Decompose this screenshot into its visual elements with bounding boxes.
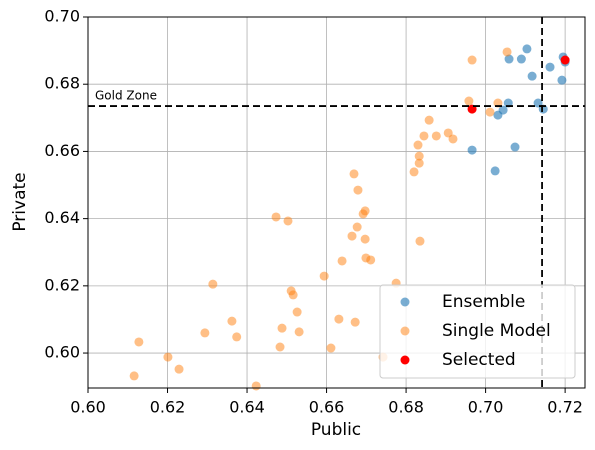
point: [493, 110, 503, 120]
point: [200, 328, 210, 338]
point: [467, 145, 477, 155]
point: [337, 256, 347, 266]
y-tick-label: 0.60: [44, 343, 80, 362]
point: [350, 317, 360, 327]
point: [288, 290, 298, 300]
point: [227, 316, 237, 326]
legend-marker: [400, 326, 410, 336]
point: [510, 142, 520, 152]
point: [467, 55, 477, 65]
point: [415, 236, 425, 246]
y-tick-label: 0.64: [44, 208, 80, 227]
point: [424, 115, 434, 125]
x-tick-label: 0.66: [309, 398, 345, 417]
x-tick-label: 0.72: [547, 398, 583, 417]
point: [419, 131, 429, 141]
point: [129, 371, 139, 381]
point: [353, 185, 363, 195]
legend-box: [379, 284, 576, 379]
point: [557, 75, 567, 85]
annotation: Gold Zone: [95, 89, 157, 103]
point: [443, 128, 453, 138]
x-tick-label: 0.64: [229, 398, 265, 417]
y-tick-label: 0.68: [44, 74, 80, 93]
x-tick-label: 0.62: [150, 398, 186, 417]
point: [490, 166, 500, 176]
plot-frame: [87, 16, 586, 389]
point: [334, 314, 344, 324]
point: [409, 167, 419, 177]
legend-label: Single Model: [442, 321, 551, 341]
point: [545, 62, 555, 72]
point: [413, 140, 423, 150]
x-axis-label: Public: [311, 420, 361, 440]
legend-label: Ensemble: [442, 292, 525, 312]
point: [360, 234, 370, 244]
point: [366, 255, 376, 265]
point: [448, 134, 458, 144]
y-axis-label: Private: [10, 172, 30, 231]
y-tick-label: 0.66: [44, 141, 80, 160]
x-tick-label: 0.70: [468, 398, 504, 417]
point: [174, 364, 184, 374]
point: [319, 271, 329, 281]
x-tick-label: 0.60: [70, 398, 106, 417]
legend-label: Selected: [442, 350, 516, 370]
point: [283, 216, 293, 226]
point: [504, 54, 514, 64]
point: [277, 323, 287, 333]
point: [294, 327, 304, 337]
y-tick-label: 0.70: [44, 7, 80, 26]
point: [516, 54, 526, 64]
point: [414, 158, 424, 168]
point: [251, 381, 261, 391]
point: [326, 343, 336, 353]
x-tick-label: 0.68: [388, 398, 424, 417]
point: [163, 352, 173, 362]
point: [275, 342, 285, 352]
legend-marker: [400, 355, 410, 365]
point: [347, 231, 357, 241]
point: [352, 222, 362, 232]
legend-marker: [400, 297, 410, 307]
point: [560, 55, 570, 65]
point: [431, 131, 441, 141]
point: [271, 212, 281, 222]
point: [464, 96, 474, 106]
point: [349, 169, 359, 179]
point: [292, 307, 302, 317]
point: [414, 151, 424, 161]
point: [522, 44, 532, 54]
point: [502, 47, 512, 57]
point: [134, 337, 144, 347]
y-tick-label: 0.62: [44, 275, 80, 294]
point: [208, 279, 218, 289]
point: [485, 107, 495, 117]
point: [527, 71, 537, 81]
point: [358, 209, 368, 219]
point: [232, 332, 242, 342]
